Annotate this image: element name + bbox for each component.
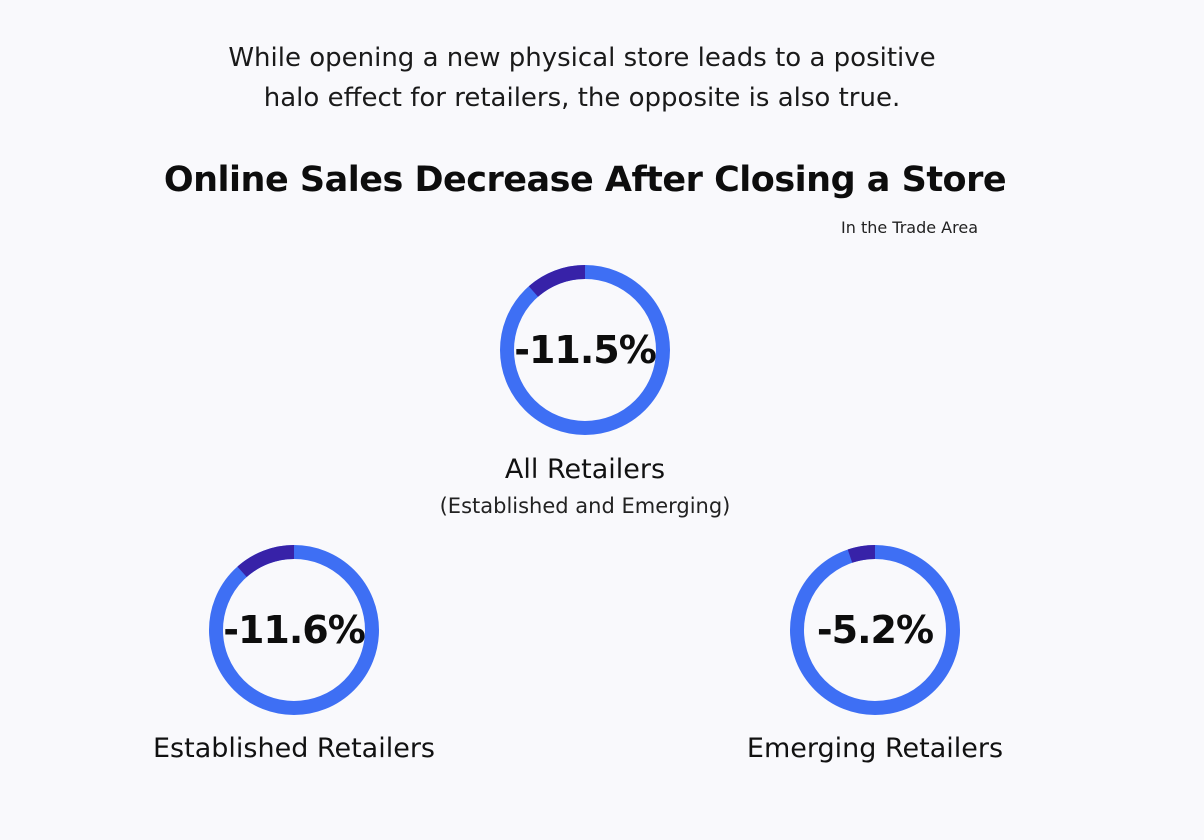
- intro-text: While opening a new physical store leads…: [0, 38, 1164, 118]
- intro-line-2: halo effect for retailers, the opposite …: [263, 83, 901, 113]
- label-established-retailers: Established Retailers: [153, 733, 435, 764]
- donut-track: [790, 545, 960, 715]
- intro-line-1: While opening a new physical store leads…: [228, 43, 936, 73]
- donut-established-retailers: -11.6%: [208, 544, 380, 716]
- donut-ring: [790, 545, 960, 715]
- donut-value: -11.6%: [223, 608, 366, 652]
- label-all-retailers: All Retailers: [504, 454, 666, 485]
- donut-all-retailers: -11.5%: [499, 264, 671, 436]
- label-emerging-retailers: Emerging Retailers: [746, 733, 1004, 764]
- donut-segment: [209, 545, 379, 715]
- chart-title: Online Sales Decrease After Closing a St…: [163, 160, 1007, 200]
- chart-subtitle: In the Trade Area: [841, 218, 978, 237]
- donut-emerging-retailers: -5.2%: [789, 544, 961, 716]
- donut-value: -5.2%: [816, 608, 934, 652]
- donut-ring: [500, 265, 670, 435]
- donut-ring: [209, 545, 379, 715]
- donut-value: -11.5%: [514, 328, 657, 372]
- sublabel-all-retailers: (Established and Emerging): [439, 494, 731, 518]
